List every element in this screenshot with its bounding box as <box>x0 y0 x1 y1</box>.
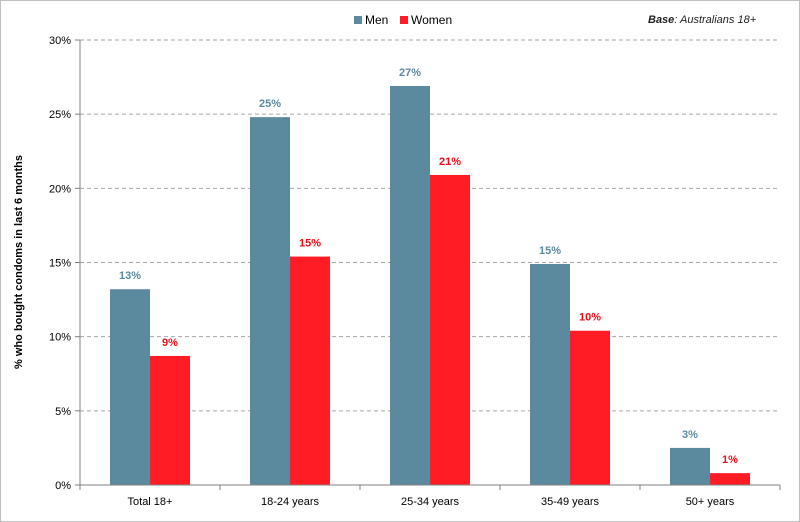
legend: Men Women <box>354 13 452 27</box>
bar-women <box>150 355 190 485</box>
y-tick-label: 0% <box>55 480 71 492</box>
bar-men <box>110 289 150 485</box>
x-tick-label: 25-34 years <box>401 496 460 508</box>
base-note-label: Base <box>648 14 675 26</box>
bar-women <box>710 473 750 485</box>
y-tick-label: 15% <box>49 258 71 270</box>
bar-men <box>390 85 430 485</box>
y-tick-label: 30% <box>49 35 71 47</box>
y-tick-label: 20% <box>49 183 71 195</box>
data-label-men: 27% <box>399 67 421 79</box>
base-note-text: : Australians 18+ <box>674 14 757 26</box>
bars <box>110 85 750 485</box>
data-label-men: 3% <box>682 429 698 441</box>
x-tick-label: 50+ years <box>686 496 735 508</box>
bar-men <box>250 117 290 485</box>
x-tick-label: 18-24 years <box>261 496 320 508</box>
base-note: Base: Australians 18+ <box>648 14 756 26</box>
y-axis-label: % who bought condoms in last 6 months <box>13 155 25 369</box>
x-tick-label: Total 18+ <box>128 496 173 508</box>
bar-men <box>670 447 710 485</box>
y-tick-label: 5% <box>55 406 71 418</box>
data-labels: 13% 9% 25% 15% 27% 21% 15% 10% 3% 1% <box>119 67 738 466</box>
data-label-women: 15% <box>299 238 321 250</box>
bar-men <box>530 263 570 485</box>
legend-swatch-men <box>354 16 362 24</box>
legend-label-women: Women <box>411 13 452 27</box>
y-tick-label: 10% <box>49 332 71 344</box>
legend-label-men: Men <box>365 13 388 27</box>
data-label-men: 15% <box>539 245 561 257</box>
data-label-women: 21% <box>439 156 461 168</box>
data-label-men: 13% <box>119 270 141 282</box>
axes: 0% 5% 10% 15% 20% 25% 30% Total 18+ 18-24 years 2… <box>49 35 781 508</box>
bar-women <box>430 174 470 485</box>
y-tick-label: 25% <box>49 109 71 121</box>
bar-women <box>290 256 330 485</box>
data-label-women: 9% <box>162 337 178 349</box>
x-tick-label: 35-49 years <box>541 496 600 508</box>
data-label-women: 1% <box>722 454 738 466</box>
data-label-men: 25% <box>259 98 281 110</box>
legend-swatch-women <box>400 16 408 24</box>
data-label-women: 10% <box>579 312 601 324</box>
bar-women <box>570 330 610 485</box>
